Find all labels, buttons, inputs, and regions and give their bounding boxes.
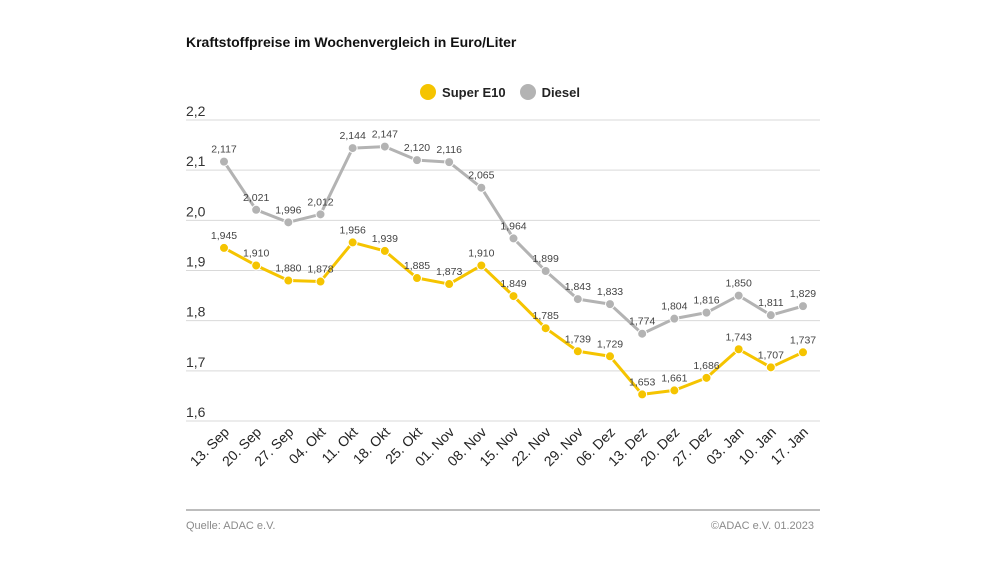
data-label-diesel: 1,816	[693, 295, 719, 307]
data-label-super: 1,873	[436, 266, 462, 278]
chart-title: Kraftstoffpreise im Wochenvergleich in E…	[186, 34, 517, 50]
data-label-super: 1,910	[243, 247, 269, 259]
data-label-super: 1,910	[468, 247, 494, 259]
data-point-super	[798, 347, 808, 358]
data-point-super	[347, 237, 358, 248]
data-label-diesel: 1,899	[533, 253, 559, 265]
data-label-super: 1,939	[372, 233, 398, 245]
data-label-diesel: 2,147	[372, 129, 398, 141]
data-point-super	[251, 260, 262, 271]
data-label-diesel: 2,117	[211, 144, 237, 156]
data-label-super: 1,885	[404, 260, 430, 272]
data-label-super: 1,737	[790, 334, 816, 346]
data-point-diesel	[347, 143, 358, 154]
data-label-diesel: 1,774	[629, 316, 655, 328]
legend-label-diesel: Diesel	[541, 84, 580, 100]
y-tick-label: 1,6	[186, 404, 206, 420]
y-tick-label: 2,1	[186, 153, 206, 169]
footer-divider	[186, 509, 820, 511]
data-label-diesel: 2,012	[307, 196, 333, 208]
data-label-super: 1,785	[533, 310, 559, 322]
data-label-super: 1,849	[500, 278, 526, 290]
data-point-diesel	[605, 299, 615, 310]
y-tick-label: 1,7	[186, 354, 206, 370]
data-label-diesel: 2,144	[340, 130, 366, 142]
data-point-diesel	[637, 328, 648, 339]
data-label-super: 1,729	[597, 338, 623, 350]
legend-label-super: Super E10	[442, 84, 506, 100]
data-point-super	[540, 323, 551, 334]
data-label-super: 1,743	[726, 331, 752, 343]
data-label-super: 1,739	[565, 333, 591, 345]
legend-marker-diesel	[519, 84, 536, 100]
data-point-diesel	[765, 310, 776, 321]
data-point-super	[315, 276, 326, 287]
data-label-diesel: 1,829	[790, 288, 816, 300]
data-point-super	[508, 291, 519, 302]
copyright-note: ©ADAC e.V. 01.2023	[710, 520, 814, 532]
legend-marker-super	[420, 84, 437, 100]
data-label-diesel: 2,021	[243, 192, 269, 204]
data-point-super	[637, 389, 648, 400]
data-point-super	[476, 260, 487, 271]
data-point-diesel	[572, 294, 583, 305]
data-label-diesel: 1,833	[597, 286, 623, 298]
data-label-super: 1,707	[758, 349, 784, 361]
data-point-super	[733, 344, 744, 355]
data-point-super	[605, 351, 615, 362]
data-point-super	[283, 275, 294, 286]
data-label-super: 1,661	[661, 372, 687, 384]
y-tick-label: 2,0	[186, 203, 206, 219]
source-note: Quelle: ADAC e.V.	[186, 520, 276, 532]
legend: Super E10 Diesel	[0, 84, 1000, 100]
data-point-diesel	[283, 217, 294, 228]
data-point-diesel	[798, 301, 808, 312]
data-label-diesel: 1,996	[275, 204, 301, 216]
data-point-diesel	[508, 233, 519, 244]
data-label-diesel: 1,850	[726, 278, 752, 290]
data-label-diesel: 1,843	[565, 281, 591, 293]
data-point-super	[219, 242, 229, 253]
data-point-super	[444, 279, 455, 290]
data-label-diesel: 1,964	[500, 220, 526, 232]
data-label-super: 1,880	[275, 263, 301, 275]
data-point-diesel	[379, 141, 390, 152]
data-point-super	[572, 346, 583, 357]
data-label-super: 1,945	[211, 230, 237, 242]
data-label-super: 1,956	[340, 224, 366, 236]
data-label-super: 1,878	[307, 264, 333, 276]
y-tick-label: 1,9	[186, 254, 206, 270]
data-point-diesel	[669, 313, 680, 324]
data-label-diesel: 2,120	[404, 142, 430, 154]
legend-item-super: Super E10	[420, 84, 506, 100]
data-point-diesel	[701, 307, 712, 318]
y-tick-label: 1,8	[186, 304, 206, 320]
data-point-super	[412, 273, 422, 284]
data-point-diesel	[540, 266, 551, 277]
legend-item-diesel: Diesel	[519, 84, 580, 100]
data-label-diesel: 1,804	[661, 301, 687, 313]
data-point-diesel	[412, 155, 422, 166]
data-point-diesel	[444, 157, 455, 168]
data-point-diesel	[733, 290, 744, 301]
data-label-diesel: 2,065	[468, 170, 494, 182]
data-point-diesel	[251, 204, 262, 215]
data-point-super	[765, 362, 776, 373]
data-point-super	[379, 245, 390, 256]
data-label-super: 1,686	[693, 360, 719, 372]
data-point-super	[701, 372, 712, 383]
data-point-diesel	[476, 182, 487, 193]
data-label-super: 1,653	[629, 376, 655, 388]
x-tick-label: 04. Okt	[285, 424, 328, 467]
data-point-diesel	[315, 209, 326, 220]
data-point-super	[669, 385, 680, 396]
data-label-diesel: 1,811	[758, 297, 784, 309]
data-point-diesel	[219, 156, 229, 167]
y-tick-label: 2,2	[186, 103, 206, 119]
data-label-diesel: 2,116	[436, 144, 462, 156]
